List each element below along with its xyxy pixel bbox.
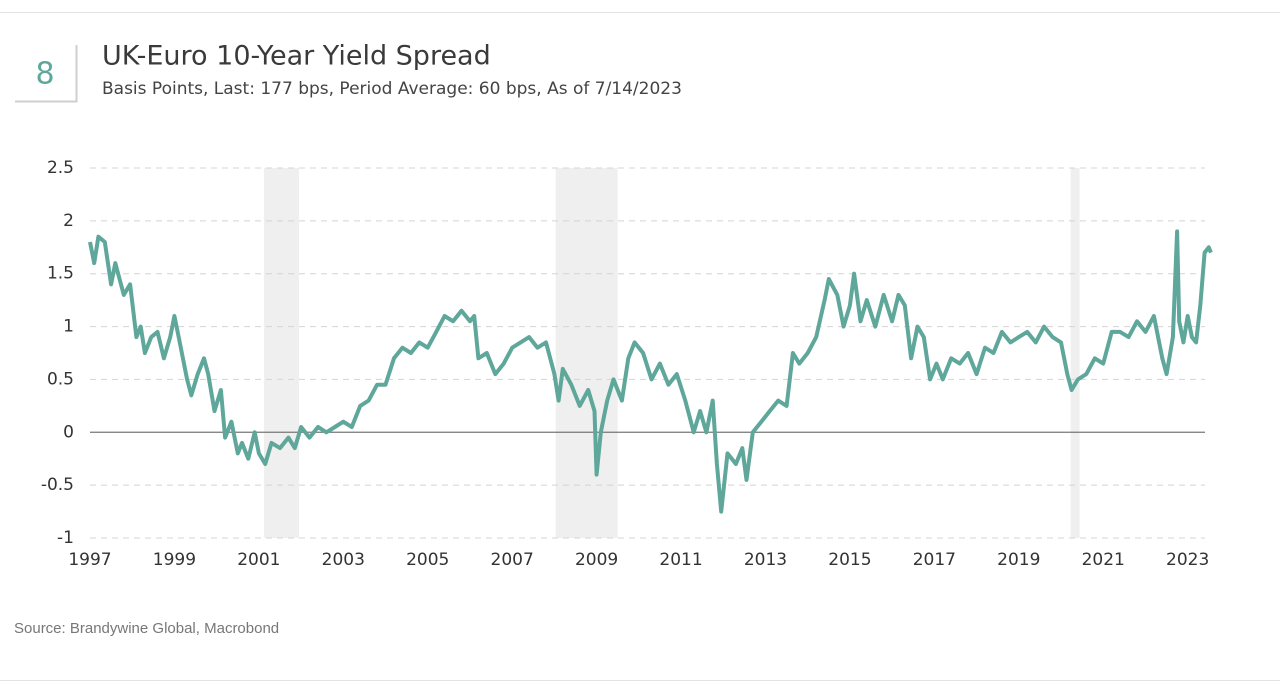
y-tick-label: 2.5 xyxy=(47,158,74,178)
x-tick-label: 2021 xyxy=(1082,550,1125,570)
x-tick-label: 2003 xyxy=(322,550,365,570)
chart-subtitle: Basis Points, Last: 177 bps, Period Aver… xyxy=(102,79,682,99)
recession-band xyxy=(1070,168,1080,538)
chart-title: UK-Euro 10-Year Yield Spread xyxy=(102,41,491,72)
x-tick-label: 2011 xyxy=(659,550,702,570)
y-tick-label: 0.5 xyxy=(47,369,74,389)
y-tick-label: -0.5 xyxy=(41,475,74,495)
x-tick-label: 2005 xyxy=(406,550,449,570)
spread-line xyxy=(88,229,1213,514)
y-tick-label: 1.5 xyxy=(47,264,74,284)
recession-band xyxy=(263,168,299,538)
x-tick-label: 2001 xyxy=(237,550,280,570)
x-tick-label: 2017 xyxy=(913,550,956,570)
x-tick-label: 1999 xyxy=(153,550,196,570)
recession-band xyxy=(555,168,618,538)
y-tick-label: 2 xyxy=(63,211,74,231)
figure-number: 8 xyxy=(35,57,54,92)
x-tick-label: 1997 xyxy=(68,550,111,570)
figure-box xyxy=(15,45,78,103)
x-tick-label: 2009 xyxy=(575,550,618,570)
x-tick-label: 2013 xyxy=(744,550,787,570)
x-tick-label: 2015 xyxy=(828,550,871,570)
y-tick-label: -1 xyxy=(57,528,74,548)
plot-area: -1 -0.5 0 0.5 1 1.5 2 2.5 1997 1999 2001 2003 2005 20… xyxy=(41,158,1213,570)
x-tick-label: 2023 xyxy=(1166,550,1209,570)
source: Source: Brandywine Global, Macrobond xyxy=(14,620,279,637)
y-tick-label: 0 xyxy=(63,422,74,442)
y-tick-label: 1 xyxy=(63,317,74,337)
x-tick-label: 2019 xyxy=(997,550,1040,570)
x-tick-label: 2007 xyxy=(491,550,534,570)
